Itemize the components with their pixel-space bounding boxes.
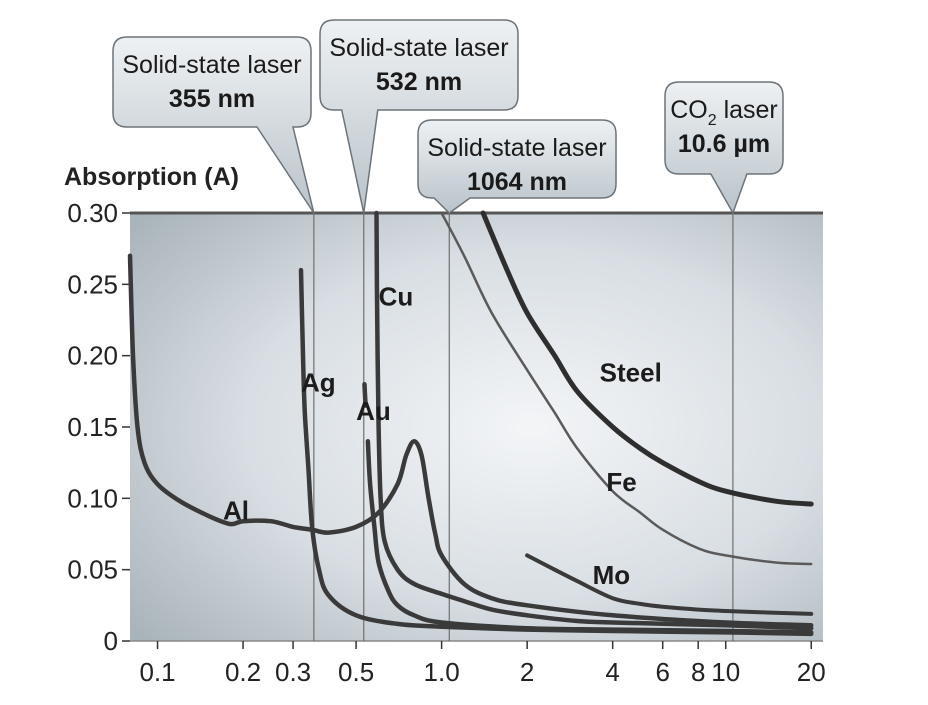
callout-bubble: [417, 119, 617, 214]
x-ticks: 0.1 0.2 0.3 0.5 1.0 2 4 6 8 10 20: [139, 641, 826, 687]
x-tick-label-0-1: 0.1: [139, 657, 175, 687]
x-tick-label-4: 4: [605, 657, 619, 687]
series-fe-line: [440, 211, 813, 566]
y-axis-label: Absorption (A): [64, 163, 239, 191]
x-tick-label-6: 6: [655, 657, 669, 687]
callout-532-nm: Solid-state laser 532 nm: [319, 19, 519, 214]
callout-bubble: [664, 81, 784, 215]
y-ticks: 0.30 0.25 0.20 0.15 0.10 0.05 0: [67, 198, 130, 656]
curve-label-al: Al: [223, 496, 249, 526]
curve-label-au: Au: [356, 396, 391, 426]
callout-line2: 1064 nm: [467, 168, 567, 196]
y-tick-label-0-20: 0.20: [67, 341, 118, 371]
x-tick-label-8: 8: [691, 657, 705, 687]
y-tick-label-0-10: 0.10: [67, 483, 118, 513]
curve-label-mo: Mo: [593, 560, 631, 590]
callout-line1: CO2 laser: [670, 96, 778, 129]
x-tick-label-10: 10: [711, 657, 740, 687]
callout-line2: 532 nm: [376, 68, 462, 96]
x-tick-label-2: 2: [520, 657, 534, 687]
y-tick-label-0-25: 0.25: [67, 269, 118, 299]
callout-bubble: [112, 36, 315, 214]
callout-355-nm: Solid-state laser 355 nm: [112, 36, 315, 214]
series-cu-line: [374, 210, 814, 631]
x-tick-label-1-0: 1.0: [424, 657, 460, 687]
callout-line2: 355 nm: [169, 85, 255, 113]
x-tick-label-20: 20: [797, 657, 826, 687]
callout-bubble: [319, 19, 519, 214]
x-tick-label-0-2: 0.2: [225, 657, 261, 687]
curve-labels: Al Ag Au Cu Steel Fe Mo: [223, 282, 662, 590]
y-tick-label-0-05: 0.05: [67, 555, 118, 585]
series-group: [127, 210, 814, 637]
y-tick-label-0-30: 0.30: [67, 198, 118, 228]
curve-label-steel: Steel: [600, 357, 662, 387]
series-au-upper-line: [362, 381, 368, 408]
series-mo-line: [525, 553, 814, 616]
plot-background: [130, 213, 823, 641]
callout-1064-nm: Solid-state laser 1064 nm: [417, 119, 617, 214]
x-tick-label-0-5: 0.5: [338, 657, 374, 687]
curve-label-cu: Cu: [379, 282, 414, 312]
y-tick-label-0-15: 0.15: [67, 412, 118, 442]
y-tick-label-0: 0: [104, 626, 118, 656]
x-tick-label-0-3: 0.3: [275, 657, 311, 687]
callout-line1: Solid-state laser: [329, 34, 508, 62]
curve-label-fe: Fe: [606, 467, 636, 497]
callout-line2: 10.6 µm: [678, 130, 770, 158]
series-au-line: [365, 439, 814, 635]
callout-line1: Solid-state laser: [122, 51, 301, 79]
curve-label-ag: Ag: [301, 367, 336, 397]
callout-line1: Solid-state laser: [427, 134, 606, 162]
series-steel-line: [480, 210, 814, 507]
